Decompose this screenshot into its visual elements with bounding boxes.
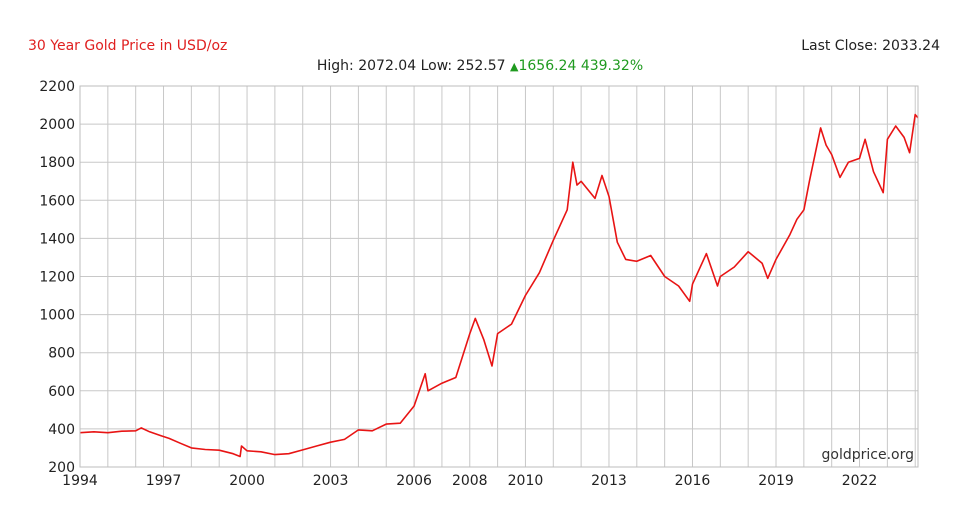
x-tick-label: 2000 <box>229 473 265 489</box>
y-tick-label: 1200 <box>39 270 75 286</box>
watermark: goldprice.org <box>822 447 914 463</box>
x-tick-label: 2008 <box>452 473 488 489</box>
plot-area <box>79 85 919 468</box>
price-series-line <box>79 113 919 458</box>
x-tick-label: 2022 <box>842 473 878 489</box>
low-label: Low: 252.57 <box>420 58 506 74</box>
x-tick-label: 2003 <box>313 473 349 489</box>
y-tick-label: 1600 <box>39 193 75 209</box>
x-tick-label: 1997 <box>146 473 182 489</box>
y-tick-label: 800 <box>48 346 75 362</box>
x-tick-label: 2019 <box>758 473 794 489</box>
price-stats: High: 2072.04 Low: 252.57 ▲1656.24 439.3… <box>0 58 960 74</box>
y-tick-label: 2200 <box>39 79 75 95</box>
x-tick-label: 1994 <box>62 473 98 489</box>
change-percent: 439.32% <box>580 58 644 74</box>
chart-title: 30 Year Gold Price in USD/oz <box>28 38 228 54</box>
y-tick-label: 1400 <box>39 231 75 247</box>
chart-grid <box>79 85 918 468</box>
x-tick-label: 2013 <box>591 473 627 489</box>
y-tick-label: 2000 <box>39 117 75 133</box>
x-tick-label: 2006 <box>396 473 432 489</box>
last-close-label: Last Close: 2033.24 <box>801 38 940 54</box>
x-tick-label: 2016 <box>675 473 711 489</box>
up-triangle-icon: ▲ <box>510 60 519 73</box>
high-label: High: 2072.04 <box>316 58 417 74</box>
change-value: 1656.24 <box>518 58 577 74</box>
y-tick-label: 400 <box>48 422 75 438</box>
x-tick-label: 2010 <box>508 473 544 489</box>
y-axis-ticks: 200 400 600 800 1000 1200 1400 1600 1800 2000 2200 <box>39 79 75 476</box>
y-tick-label: 1000 <box>39 308 75 324</box>
y-tick-label: 200 <box>48 460 75 476</box>
y-tick-label: 600 <box>48 384 75 400</box>
y-tick-label: 1800 <box>39 155 75 171</box>
x-axis-ticks: 1994 1997 2000 2003 2006 2008 2010 2013 2016 2019… <box>62 473 877 489</box>
